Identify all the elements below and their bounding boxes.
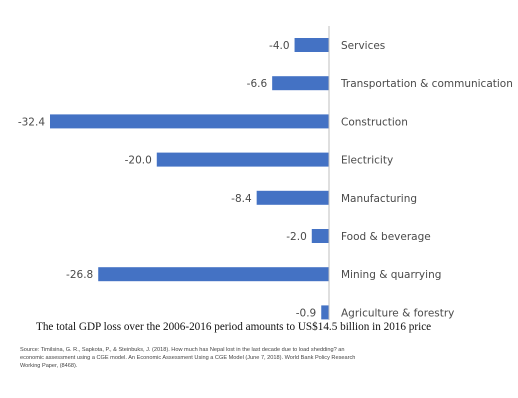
category-label: Transportation & communication bbox=[340, 78, 513, 90]
source-citation: Source: Timilsina, G. R., Sapkota, P., &… bbox=[20, 346, 512, 371]
value-label: -20.0 bbox=[125, 155, 152, 167]
source-line: Working Paper, (8468). bbox=[20, 363, 78, 370]
value-label: -8.4 bbox=[231, 193, 252, 205]
gdp-loss-bar-chart: -4.0 Services -6.6 Transportation & communi… bbox=[18, 26, 513, 320]
value-label: -0.9 bbox=[296, 307, 317, 319]
bar-mining-quarrying bbox=[98, 267, 329, 282]
bar-agriculture-forestry bbox=[321, 305, 329, 320]
labels-layer: -4.0 Services -6.6 Transportation & communi… bbox=[18, 40, 513, 319]
category-label: Manufacturing bbox=[341, 193, 417, 205]
bar-construction bbox=[50, 114, 329, 129]
bars-layer bbox=[50, 38, 329, 320]
value-label: -4.0 bbox=[269, 40, 290, 52]
category-label: Food & beverage bbox=[341, 231, 431, 243]
bar-services bbox=[294, 38, 329, 52]
category-label: Mining & quarrying bbox=[341, 269, 441, 281]
value-label: -6.6 bbox=[247, 78, 268, 90]
category-label: Services bbox=[341, 40, 385, 52]
source-line: Source: Timilsina, G. R., Sapkota, P., &… bbox=[20, 347, 345, 353]
bar-manufacturing bbox=[256, 190, 329, 205]
category-label: Agriculture & forestry bbox=[341, 307, 454, 319]
chart-caption: The total GDP loss over the 2006-2016 pe… bbox=[36, 321, 432, 333]
bar-food-beverage bbox=[311, 229, 329, 243]
source-line: economic assessment using a CGE model. A… bbox=[20, 355, 356, 362]
value-label: -2.0 bbox=[286, 231, 307, 243]
category-label: Electricity bbox=[341, 155, 393, 167]
value-label: -32.4 bbox=[18, 116, 45, 128]
bar-transportation-communication bbox=[272, 76, 329, 91]
category-label: Construction bbox=[341, 116, 408, 128]
bar-electricity bbox=[156, 152, 329, 167]
value-label: -26.8 bbox=[66, 269, 93, 281]
